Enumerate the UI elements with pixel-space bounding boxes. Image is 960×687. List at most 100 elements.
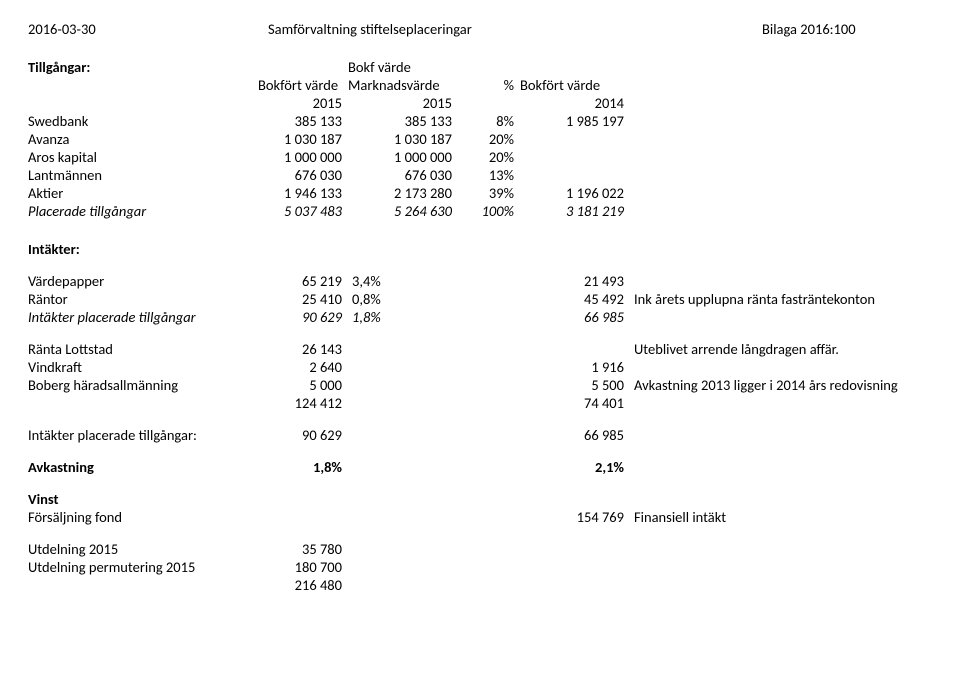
assets-section-label: Tillgångar: (28, 58, 258, 76)
asset-pct: 20% (458, 130, 520, 148)
asset-bv2014 (520, 130, 630, 148)
col-marknad-label: Marknadsvärde (348, 76, 458, 94)
asset-bv: 1 030 187 (258, 130, 348, 148)
table-row: Boberg häradsallmänning 5 000 5 500 Avka… (28, 376, 932, 394)
table-row: Vindkraft 2 640 1 916 (28, 358, 932, 376)
profit-sale-v2014: 154 769 (520, 508, 630, 526)
income-subtotal-row: Intäkter placerade tillgångar 90 629 1,8… (28, 308, 932, 326)
return-label: Avkastning (28, 458, 258, 476)
profit-label: Vinst (28, 490, 258, 508)
table-row: Utdelning 2015 35 780 (28, 540, 932, 558)
table-row: Aros kapital 1 000 000 1 000 000 20% (28, 148, 932, 166)
asset-bv: 1 000 000 (258, 148, 348, 166)
income-subtotal-v2014: 66 985 (520, 308, 630, 326)
dividend-name: Utdelning 2015 (28, 540, 258, 558)
other-name: Ränta Lottstad (28, 340, 258, 358)
asset-pct: 8% (458, 112, 520, 130)
placed-income-label: Intäkter placerade tillgångar: (28, 426, 258, 444)
income-note (630, 272, 932, 290)
income-v2014: 21 493 (520, 272, 630, 290)
income-v2014: 45 492 (520, 290, 630, 308)
table-row: Avanza 1 030 187 1 030 187 20% (28, 130, 932, 148)
header-attachment: Bilaga 2016:100 (762, 20, 932, 38)
income-name: Värdepapper (28, 272, 258, 290)
table-row: Lantmännen 676 030 676 030 13% (28, 166, 932, 184)
asset-bv2014: 1 985 197 (520, 112, 630, 130)
profit-sale-row: Försäljning fond 154 769 Finansiell intä… (28, 508, 932, 526)
header-date: 2016-03-30 (28, 20, 258, 38)
asset-name: Lantmännen (28, 166, 258, 184)
placed-income-v2014: 66 985 (520, 426, 630, 444)
asset-bv: 676 030 (258, 166, 348, 184)
asset-mv: 1 000 000 (348, 148, 458, 166)
other-name: Boberg häradsallmänning (28, 376, 258, 394)
asset-name: Swedbank (28, 112, 258, 130)
dividend-name: Utdelning permutering 2015 (28, 558, 258, 576)
assets-total-mv: 5 264 630 (348, 202, 458, 220)
table-row: Aktier 1 946 133 2 173 280 39% 1 196 022 (28, 184, 932, 202)
other-v: 2 640 (258, 358, 348, 376)
asset-bv: 385 133 (258, 112, 348, 130)
year-a: 2015 (258, 94, 348, 112)
return-row: Avkastning 1,8% 2,1% (28, 458, 932, 476)
other-v: 5 000 (258, 376, 348, 394)
assets-header-row-2: Bokfört värde Marknadsvärde % Bokfört vä… (28, 76, 932, 94)
col-pct-label: % (458, 76, 520, 94)
assets-total-bv2014: 3 181 219 (520, 202, 630, 220)
asset-mv: 385 133 (348, 112, 458, 130)
asset-name: Aktier (28, 184, 258, 202)
other-note: Uteblivet arrende långdragen affär. (630, 340, 932, 358)
table-row: Utdelning permutering 2015 180 700 (28, 558, 932, 576)
income-section-header: Intäkter: (28, 240, 932, 258)
other-v: 26 143 (258, 340, 348, 358)
assets-total-pct: 100% (458, 202, 520, 220)
dividend-v: 180 700 (258, 558, 348, 576)
other-v2014 (520, 340, 630, 358)
document-header: 2016-03-30 Samförvaltning stiftelseplace… (28, 20, 932, 38)
assets-total-row: Placerade tillgångar 5 037 483 5 264 630… (28, 202, 932, 220)
other-v2014: 5 500 (520, 376, 630, 394)
header-title: Samförvaltning stiftelseplaceringar (258, 20, 762, 38)
income-v: 25 410 (258, 290, 348, 308)
asset-mv: 2 173 280 (348, 184, 458, 202)
income-name: Räntor (28, 290, 258, 308)
year-b: 2015 (348, 94, 458, 112)
dividend-total: 216 480 (258, 576, 348, 594)
table-row: Värdepapper 65 219 3,4% 21 493 (28, 272, 932, 290)
table-row: Swedbank 385 133 385 133 8% 1 985 197 (28, 112, 932, 130)
assets-total-bv: 5 037 483 (258, 202, 348, 220)
col-bokfort2014-label: Bokfört värde (520, 76, 630, 94)
placed-income-row: Intäkter placerade tillgångar: 90 629 66… (28, 426, 932, 444)
income-subtotal-label: Intäkter placerade tillgångar (28, 308, 258, 326)
profit-sale-label: Försäljning fond (28, 508, 258, 526)
asset-pct: 13% (458, 166, 520, 184)
asset-bv2014: 1 196 022 (520, 184, 630, 202)
assets-header-row-3: 2015 2015 2014 (28, 94, 932, 112)
profit-sale-note: Finansiell intäkt (630, 508, 932, 526)
asset-bv: 1 946 133 (258, 184, 348, 202)
table-row: Ränta Lottstad 26 143 Uteblivet arrende … (28, 340, 932, 358)
asset-pct: 20% (458, 148, 520, 166)
year-c: 2014 (520, 94, 630, 112)
income-pct: 0,8% (348, 290, 458, 308)
asset-name: Avanza (28, 130, 258, 148)
income-pct: 3,4% (348, 272, 458, 290)
profit-header: Vinst (28, 490, 932, 508)
assets-total-label: Placerade tillgångar (28, 202, 258, 220)
other-v2014: 1 916 (520, 358, 630, 376)
other-total-v: 124 412 (258, 394, 348, 412)
asset-name: Aros kapital (28, 148, 258, 166)
income-section-label: Intäkter: (28, 240, 258, 258)
col-bokf-label: Bokf värde (348, 58, 458, 76)
placed-income-v: 90 629 (258, 426, 348, 444)
asset-pct: 39% (458, 184, 520, 202)
dividend-total-row: 216 480 (28, 576, 932, 594)
income-v: 65 219 (258, 272, 348, 290)
other-total-row: 124 412 74 401 (28, 394, 932, 412)
other-note (630, 358, 932, 376)
asset-bv2014 (520, 148, 630, 166)
asset-mv: 676 030 (348, 166, 458, 184)
income-subtotal-pct: 1,8% (348, 308, 458, 326)
return-v: 1,8% (258, 458, 348, 476)
other-total-v2014: 74 401 (520, 394, 630, 412)
